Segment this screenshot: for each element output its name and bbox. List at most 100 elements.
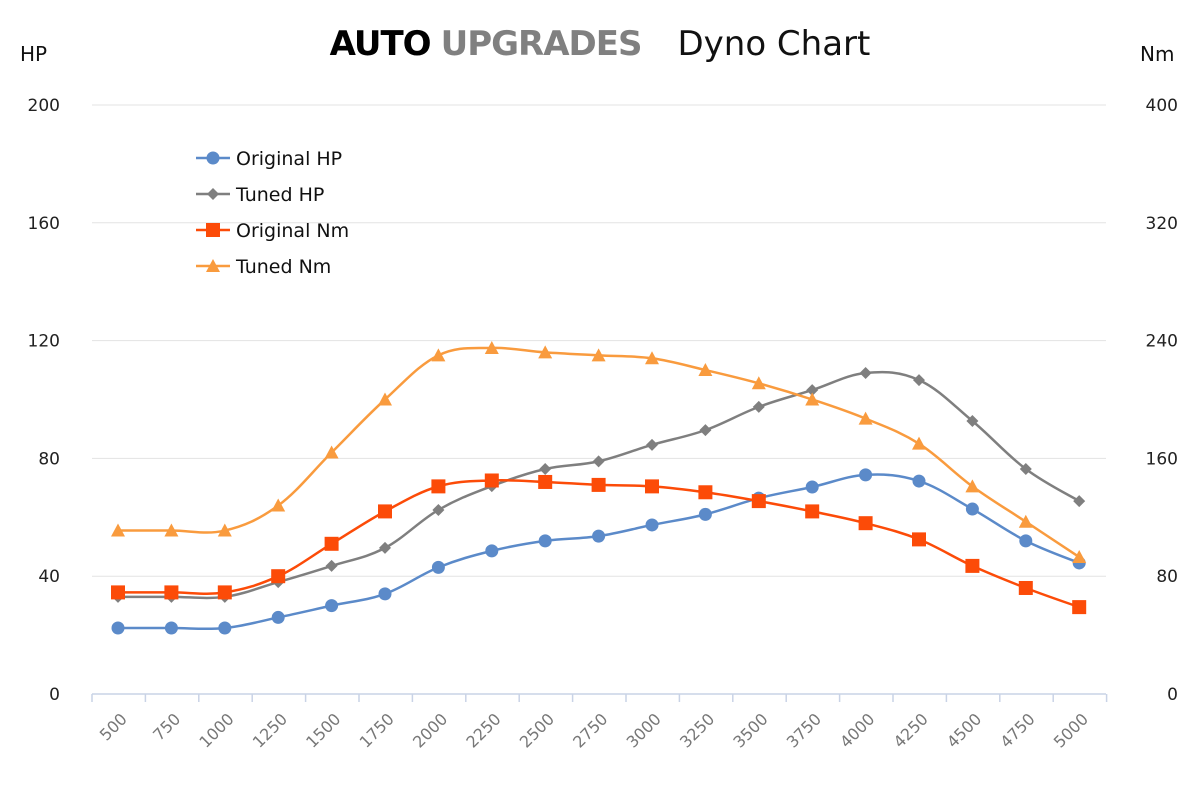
x-tick-label: 2250 <box>462 709 504 751</box>
x-tick-label: 4500 <box>943 709 985 751</box>
tuned-hp-point <box>966 414 979 427</box>
original-nm-point <box>1018 580 1033 595</box>
original-nm-point <box>858 516 873 531</box>
legend-marker-tuned-nm <box>206 259 220 272</box>
legend-marker-original-hp <box>206 151 220 165</box>
tuned-nm-point <box>484 340 499 354</box>
original-nm-point <box>324 536 339 551</box>
tuned-hp-point <box>539 463 552 476</box>
original-nm-point <box>378 504 392 519</box>
original-nm-point <box>217 585 232 600</box>
tuned-hp-point <box>646 438 658 451</box>
tuned-hp-point <box>432 503 445 516</box>
left-axis-label: HP <box>20 42 48 66</box>
x-tick-label: 2500 <box>516 709 558 751</box>
original-nm-point <box>431 479 446 494</box>
x-tick-label: 4250 <box>890 709 932 751</box>
brand-auto: AUTO <box>329 24 432 64</box>
tuned-nm-point <box>271 498 286 512</box>
tuned-nm-point <box>164 523 179 537</box>
tuned-nm-point <box>1018 514 1033 528</box>
original-nm-point <box>698 485 713 500</box>
tuned-nm-point <box>751 376 766 390</box>
tuned-nm-point <box>431 348 446 362</box>
tuned-nm-point <box>698 363 713 377</box>
right-tick-label: 240 <box>1146 332 1178 352</box>
original-hp-point <box>325 599 339 613</box>
original-hp-point <box>912 474 926 488</box>
x-tick-label: 2750 <box>569 709 611 751</box>
x-tick-label: 750 <box>149 709 184 744</box>
tuned-nm-point <box>378 392 392 406</box>
x-tick-label: 3750 <box>783 709 825 751</box>
tuned-hp-point <box>592 455 605 468</box>
left-tick-label: 160 <box>28 214 60 234</box>
original-hp-point <box>218 621 232 635</box>
original-nm-point <box>111 585 125 600</box>
brand-upgrades: UPGRADES <box>440 24 643 64</box>
tuned-nm-point <box>538 345 553 359</box>
original-hp-point <box>805 480 819 494</box>
tuned-hp-point <box>325 559 338 572</box>
original-hp-point <box>538 534 552 548</box>
right-tick-label: 160 <box>1146 449 1178 469</box>
original-nm-point <box>271 569 286 584</box>
tuned-hp-point <box>699 424 712 437</box>
tuned-nm-line <box>118 346 1080 559</box>
left-tick-label: 200 <box>28 96 60 116</box>
left-tick-label: 80 <box>38 449 60 469</box>
tuned-nm-point <box>965 479 980 493</box>
x-tick-label: 500 <box>96 709 131 744</box>
tuned-hp-point <box>1073 495 1086 508</box>
tuned-hp-point <box>859 366 872 379</box>
original-hp-line <box>118 473 1080 631</box>
x-tick-label: 1250 <box>249 709 291 751</box>
original-hp-point <box>859 468 873 482</box>
original-nm-point <box>805 504 820 519</box>
tuned-nm-point <box>912 436 926 450</box>
original-hp-point <box>698 507 712 521</box>
chart-title: AUTO UPGRADES Dyno Chart <box>0 24 1200 64</box>
x-tick-label: 3000 <box>623 709 665 751</box>
tuned-hp-point <box>1019 463 1032 476</box>
original-hp-point <box>965 502 979 516</box>
tuned-nm-point <box>1072 550 1087 564</box>
legend-label-original-nm: Original Nm <box>236 220 349 242</box>
tuned-nm-point <box>805 392 820 406</box>
original-nm-point <box>1072 600 1087 615</box>
tuned-nm-point <box>591 348 606 362</box>
right-axis-label: Nm <box>1140 42 1175 66</box>
left-tick-label: 0 <box>49 685 60 705</box>
original-hp-point <box>645 518 659 532</box>
tuned-hp-point <box>913 374 925 387</box>
legend-label-tuned-nm: Tuned Nm <box>235 256 331 278</box>
legend-marker-tuned-hp <box>207 188 219 200</box>
x-tick-label: 1750 <box>356 709 398 751</box>
original-hp-point <box>164 621 178 635</box>
tuned-hp-point <box>379 541 391 554</box>
legend-label-tuned-hp: Tuned HP <box>235 184 324 206</box>
tuned-nm-point <box>324 445 339 459</box>
x-tick-label: 1000 <box>195 709 237 751</box>
x-tick-label: 3250 <box>676 709 718 751</box>
tuned-hp-point <box>752 400 765 413</box>
chart-subtitle: Dyno Chart <box>677 24 871 64</box>
tuned-nm-point <box>217 523 232 537</box>
original-nm-point <box>591 477 606 492</box>
x-tick-label: 1500 <box>302 709 344 751</box>
x-tick-label: 5000 <box>1050 709 1092 751</box>
original-nm-point <box>645 479 659 494</box>
original-hp-point <box>431 560 445 574</box>
tuned-nm-point <box>645 351 659 365</box>
x-tick-label: 4750 <box>996 709 1038 751</box>
left-tick-label: 40 <box>38 567 60 587</box>
original-hp-point <box>592 529 606 543</box>
left-tick-label: 120 <box>28 332 60 352</box>
right-tick-label: 400 <box>1146 96 1178 116</box>
original-hp-point <box>485 544 499 558</box>
x-tick-label: 2000 <box>409 709 451 751</box>
legend-label-original-hp: Original HP <box>236 148 342 170</box>
original-hp-point <box>1019 534 1033 548</box>
original-nm-point <box>965 558 980 573</box>
